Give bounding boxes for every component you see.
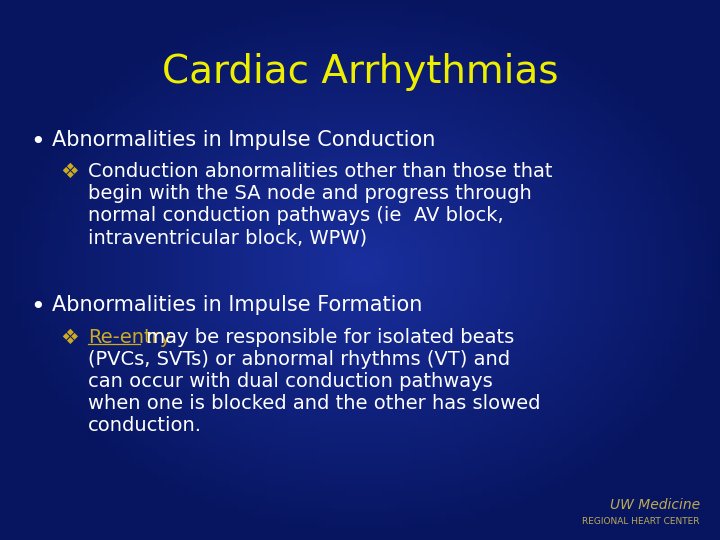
- Text: •: •: [30, 295, 45, 319]
- Text: Abnormalities in Impulse Formation: Abnormalities in Impulse Formation: [52, 295, 423, 315]
- Text: ❖: ❖: [60, 328, 78, 348]
- Text: can occur with dual conduction pathways: can occur with dual conduction pathways: [88, 372, 492, 391]
- Text: conduction.: conduction.: [88, 416, 202, 435]
- Text: Abnormalities in Impulse Conduction: Abnormalities in Impulse Conduction: [52, 130, 436, 150]
- Text: normal conduction pathways (ie  AV block,: normal conduction pathways (ie AV block,: [88, 206, 503, 225]
- Text: (PVCs, SVTs) or abnormal rhythms (VT) and: (PVCs, SVTs) or abnormal rhythms (VT) an…: [88, 350, 510, 369]
- Text: Cardiac Arrhythmias: Cardiac Arrhythmias: [162, 53, 558, 91]
- Text: Re-entry: Re-entry: [88, 328, 171, 347]
- Text: intraventricular block, WPW): intraventricular block, WPW): [88, 228, 367, 247]
- Text: UW Medicine: UW Medicine: [610, 498, 700, 512]
- Text: REGIONAL HEART CENTER: REGIONAL HEART CENTER: [582, 517, 700, 526]
- Text: may be responsible for isolated beats: may be responsible for isolated beats: [140, 328, 514, 347]
- Text: •: •: [30, 130, 45, 154]
- Text: ❖: ❖: [60, 162, 78, 182]
- Text: when one is blocked and the other has slowed: when one is blocked and the other has sl…: [88, 394, 541, 413]
- Text: Conduction abnormalities other than those that: Conduction abnormalities other than thos…: [88, 162, 552, 181]
- Text: begin with the SA node and progress through: begin with the SA node and progress thro…: [88, 184, 532, 203]
